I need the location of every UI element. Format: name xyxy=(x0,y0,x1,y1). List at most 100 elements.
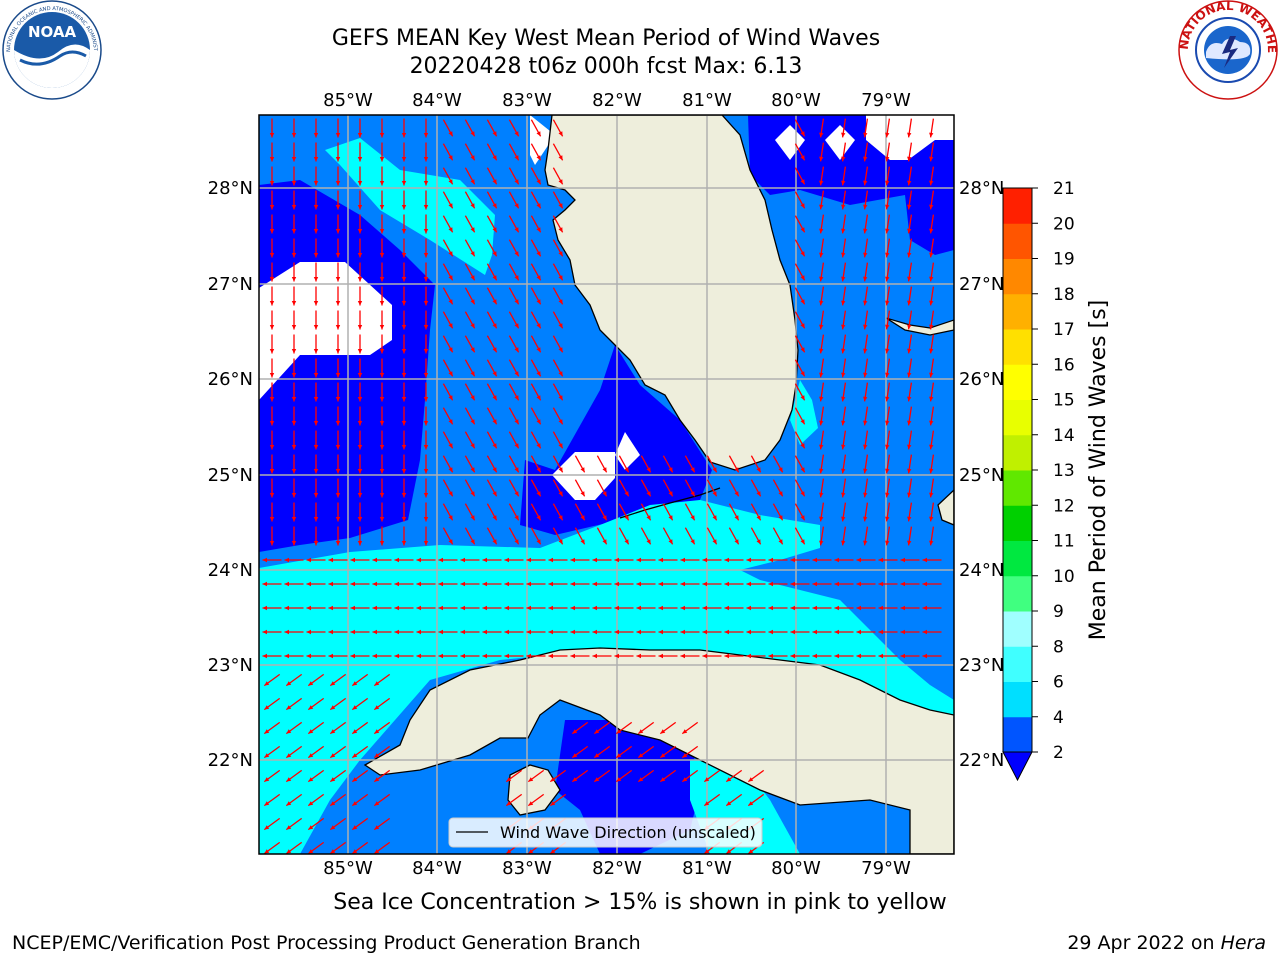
wind-wave-arrowhead xyxy=(264,705,270,710)
wind-wave-arrowhead xyxy=(863,348,868,354)
wind-wave-arrowhead xyxy=(416,653,421,659)
wind-wave-arrowhead xyxy=(863,300,868,306)
wind-wave-arrowhead xyxy=(704,849,710,854)
wind-wave-arrowhead xyxy=(536,227,541,233)
wind-wave-arrowhead xyxy=(702,557,707,563)
wind-wave-arrowhead xyxy=(922,557,927,563)
wind-wave-arrowhead xyxy=(291,349,297,354)
wind-wave-arrowhead xyxy=(929,324,934,330)
colorbar-label: Mean Period of Wind Waves [s] xyxy=(1086,300,1111,640)
wind-wave-arrowhead xyxy=(570,653,575,659)
lat-label-left: 26°N xyxy=(208,369,253,390)
lon-label-top: 82°W xyxy=(592,90,642,111)
land-cuba xyxy=(363,647,954,854)
wind-wave-arrowhead xyxy=(357,421,363,426)
wind-wave-arrowhead xyxy=(264,729,270,734)
wind-wave-arrowhead xyxy=(819,324,824,330)
wind-wave-arrowhead xyxy=(594,729,600,734)
wind-wave-arrowhead xyxy=(885,252,890,258)
wind-wave-arrowhead xyxy=(286,849,292,854)
lon-label-bottom: 81°W xyxy=(682,858,732,879)
wind-wave-arrowhead xyxy=(401,493,407,498)
wind-wave-arrowhead xyxy=(885,492,890,498)
wind-wave-arrowhead xyxy=(269,373,275,378)
wind-wave-arrowhead xyxy=(528,849,534,854)
wind-wave-arrowhead xyxy=(602,539,607,545)
wind-wave-arrowhead xyxy=(614,581,619,587)
wind-wave-arrowhead xyxy=(379,349,385,354)
gridlines xyxy=(259,115,954,854)
wind-wave-arrowhead xyxy=(658,605,663,611)
wind-wave-arrowhead xyxy=(470,395,475,401)
wind-wave-arrowhead xyxy=(335,253,341,258)
wind-wave-arrowhead xyxy=(668,467,673,473)
wind-wave-arrowhead xyxy=(646,515,651,521)
lat-label-right: 22°N xyxy=(959,750,1004,771)
wind-wave-arrowhead xyxy=(401,157,407,162)
wind-wave-arrowhead xyxy=(284,557,289,563)
wind-wave-arrowhead xyxy=(929,396,934,402)
colorbar-extend-triangle xyxy=(1002,751,1033,782)
colorbar-segment xyxy=(1003,681,1032,718)
wind-wave-arrowhead xyxy=(929,348,934,354)
wind-wave-arrowhead xyxy=(778,491,783,497)
wind-wave-arrowhead xyxy=(682,729,688,734)
wind-wave-arrowhead xyxy=(922,629,927,635)
wind-wave-arrowhead xyxy=(900,557,905,563)
wind-wave-arrowhead xyxy=(841,156,846,162)
wind-wave-arrowhead xyxy=(423,301,429,306)
wind-wave-arrowhead xyxy=(357,181,363,186)
wind-wave-arrowhead xyxy=(291,373,297,378)
wind-wave-arrowhead xyxy=(800,371,805,377)
wind-wave-arrowhead xyxy=(548,629,553,635)
colorbar-segment xyxy=(1003,540,1032,577)
wind-wave-arrowhead xyxy=(624,491,629,497)
wind-wave-arrowhead xyxy=(756,491,761,497)
wind-wave-arrowhead xyxy=(885,156,890,162)
wind-wave-arrowhead xyxy=(878,557,883,563)
wind-wave-arrowhead xyxy=(291,517,297,522)
wind-wave-arrowhead xyxy=(438,653,443,659)
wind-wave-arrowhead xyxy=(379,301,385,306)
wind-wave-arrowhead xyxy=(819,300,824,306)
wind-wave-arrowhead xyxy=(800,251,805,257)
wind-wave-arrowhead xyxy=(423,373,429,378)
wind-wave-arrowhead xyxy=(778,539,783,545)
wind-wave-arrowhead xyxy=(536,155,541,161)
wind-wave-arrowhead xyxy=(841,540,846,546)
colorbar-tick-label: 20 xyxy=(1053,214,1075,234)
wind-wave-arrowhead xyxy=(616,753,622,758)
wind-wave-arrowhead xyxy=(841,444,846,450)
wind-wave-arrowhead xyxy=(514,371,519,377)
wind-wave-arrowhead xyxy=(819,468,824,474)
wind-wave-arrowhead xyxy=(834,557,839,563)
wind-wave-arrowhead xyxy=(291,325,297,330)
colorbar-segment xyxy=(1003,646,1032,682)
wind-wave-arrowhead xyxy=(423,445,429,450)
wind-wave-arrowhead xyxy=(492,491,497,497)
wind-wave-arrowhead xyxy=(536,299,541,305)
wind-wave-arrowhead xyxy=(335,421,341,426)
wind-wave-arrowhead xyxy=(284,653,289,659)
wind-wave-arrowhead xyxy=(614,629,619,635)
wind-wave-arrowhead xyxy=(748,777,754,782)
legend-label: Wind Wave Direction (unscaled) xyxy=(500,823,756,842)
wind-wave-arrowhead xyxy=(800,467,805,473)
wind-wave-arrowhead xyxy=(841,420,846,426)
lon-label-bottom: 85°W xyxy=(323,858,373,879)
lat-label-left: 22°N xyxy=(208,750,253,771)
wind-wave-arrowhead xyxy=(800,179,805,185)
wind-wave-arrowhead xyxy=(264,825,270,830)
wind-wave-arrowhead xyxy=(819,204,824,210)
wind-wave-arrowhead xyxy=(460,605,465,611)
wind-wave-arrowhead xyxy=(929,252,934,258)
wind-wave-arrowhead xyxy=(819,396,824,402)
wind-wave-arrowhead xyxy=(748,849,754,854)
wind-wave-arrowhead xyxy=(269,541,275,546)
wind-wave-arrowhead xyxy=(448,395,453,401)
wind-wave-arrowhead xyxy=(308,753,314,758)
wind-wave-arrowhead xyxy=(308,705,314,710)
wind-wave-arrowhead xyxy=(264,777,270,782)
wind-wave-arrowhead xyxy=(702,581,707,587)
wind-wave-arrowhead xyxy=(504,629,509,635)
